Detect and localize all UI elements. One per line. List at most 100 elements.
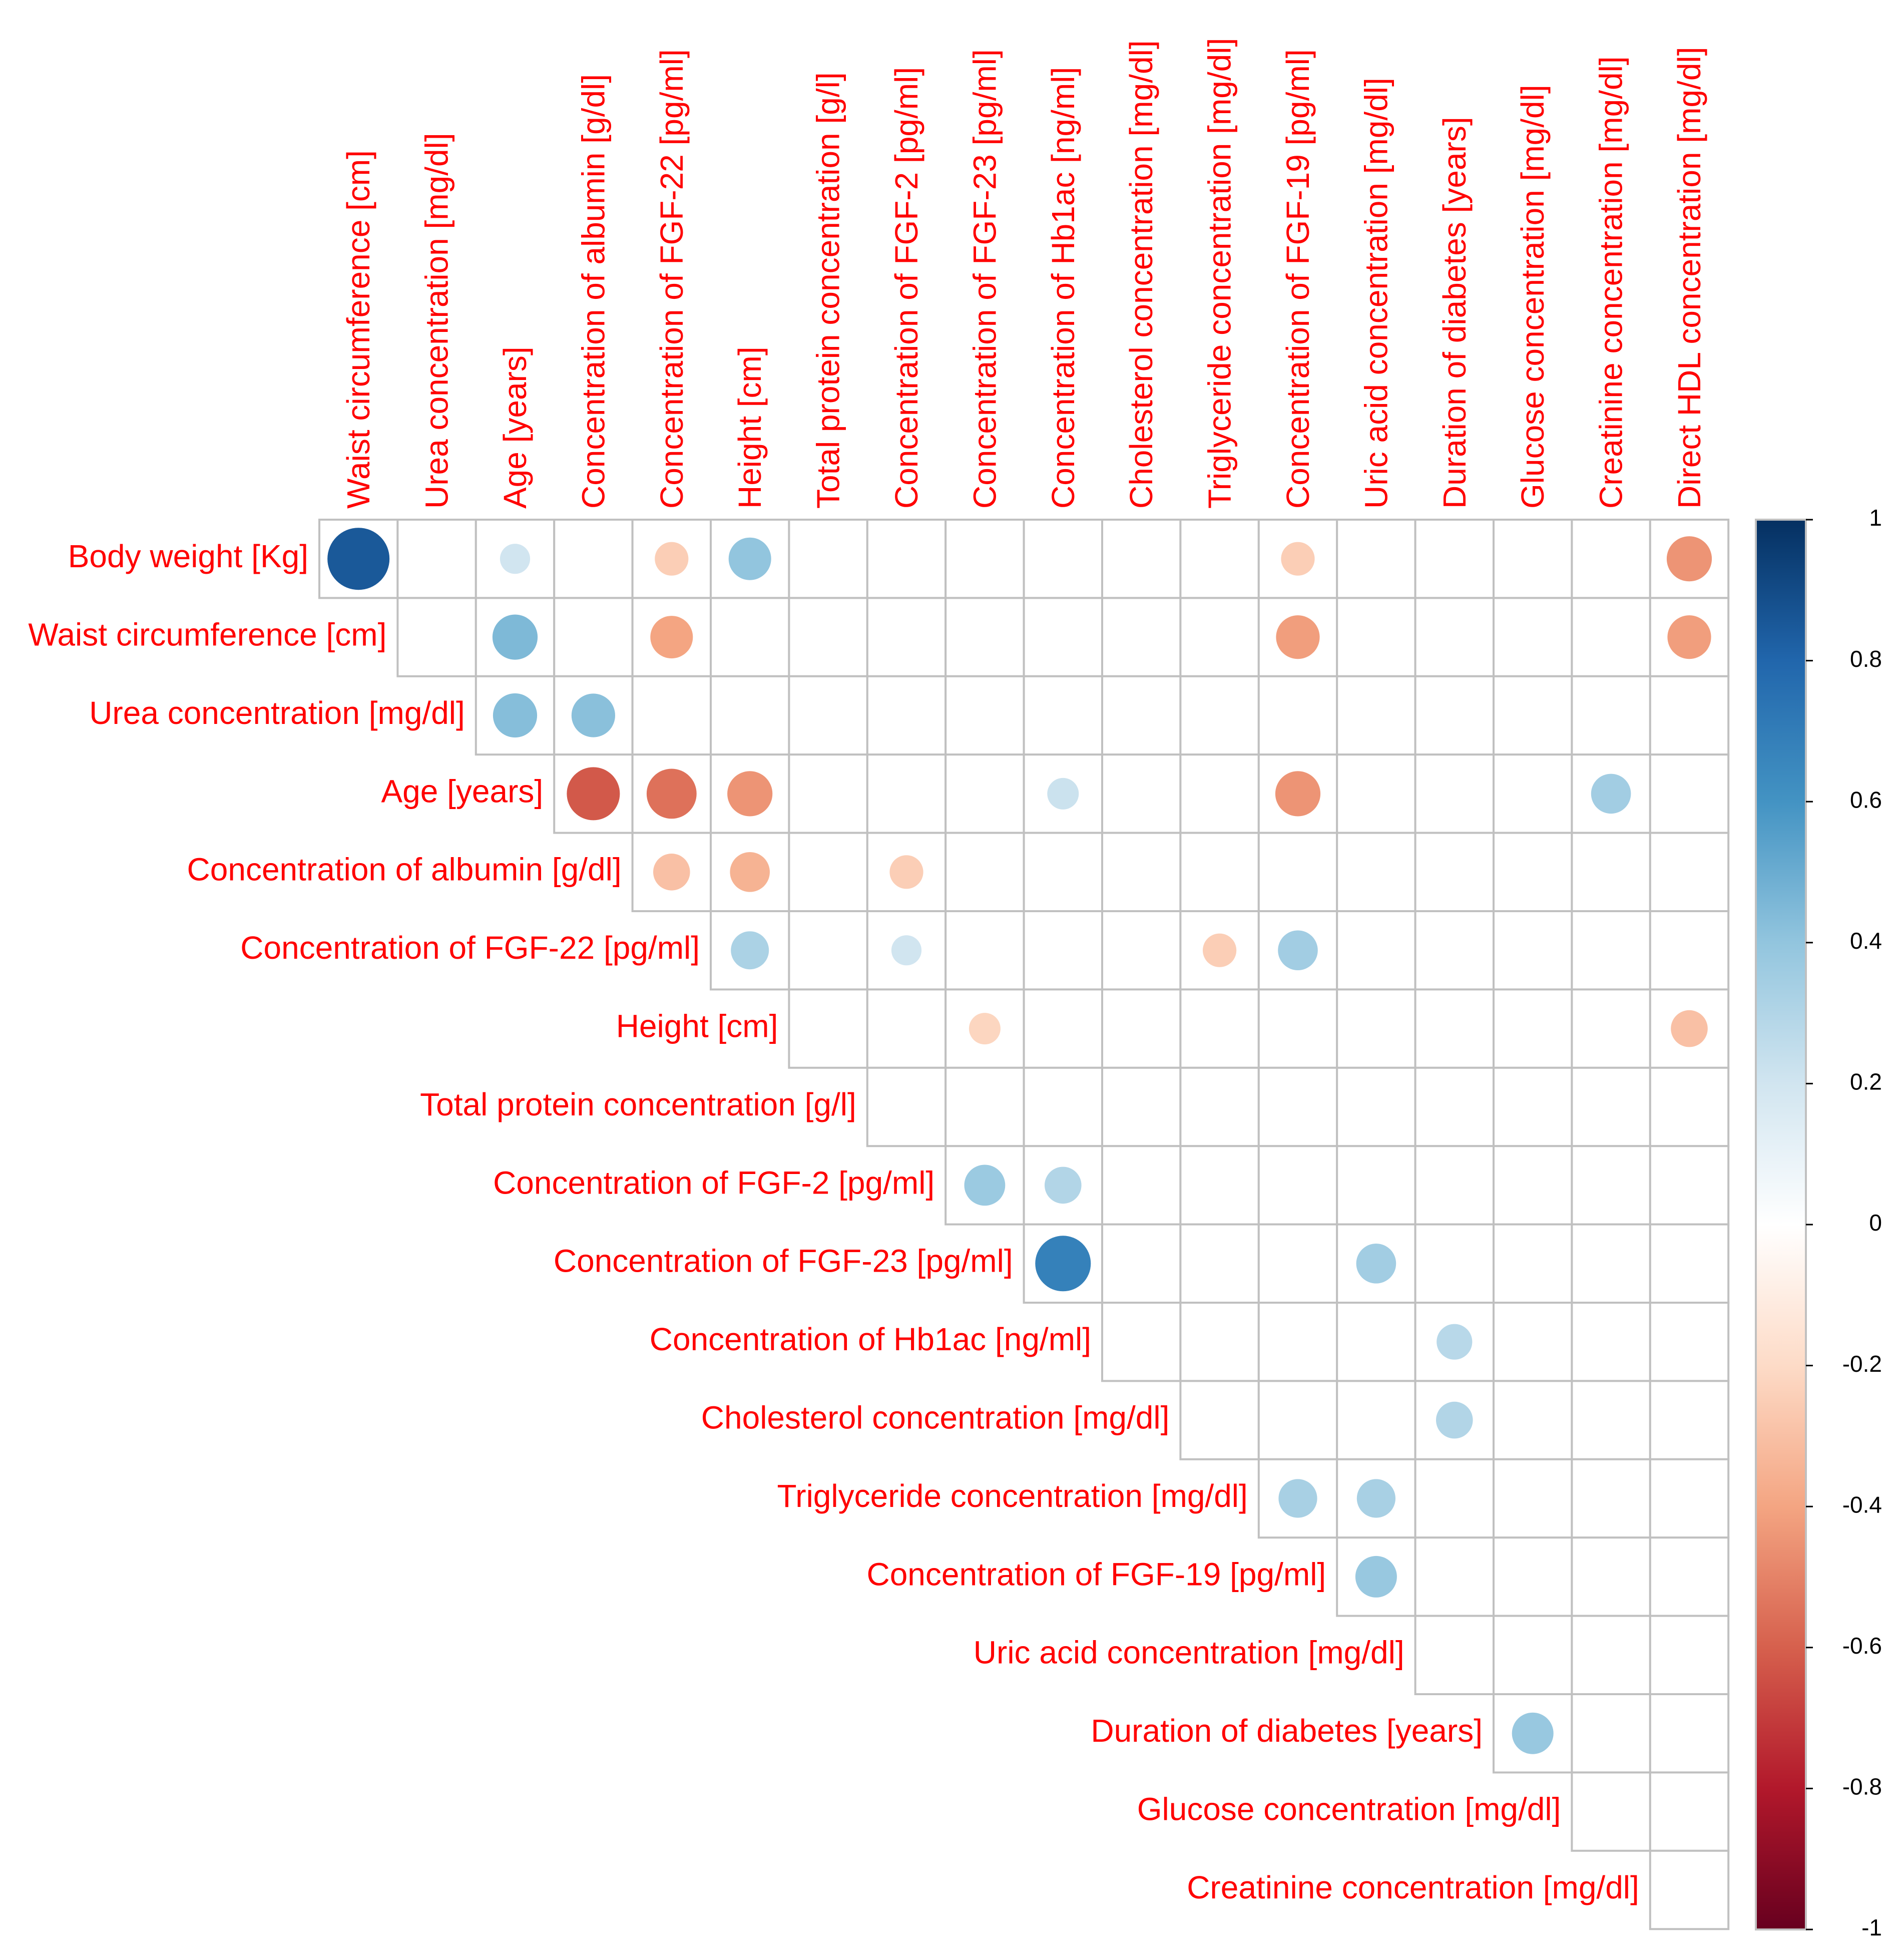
matrix-cell xyxy=(1414,1145,1495,1226)
matrix-cell xyxy=(1414,1536,1495,1617)
matrix-cell xyxy=(1649,1615,1730,1696)
matrix-cell xyxy=(1336,753,1416,834)
colorbar-tick-label: 0.4 xyxy=(1850,928,1882,954)
column-label: Direct HDL concentration [mg/dl] xyxy=(1671,47,1707,509)
matrix-cell xyxy=(1493,1223,1573,1304)
matrix-cell xyxy=(1649,753,1730,834)
matrix-cell xyxy=(1414,753,1495,834)
matrix-cell xyxy=(1101,1223,1182,1304)
matrix-cell xyxy=(1493,1615,1573,1696)
column-label: Concentration of FGF-23 [pg/ml] xyxy=(967,49,1003,509)
matrix-cell xyxy=(1414,832,1495,912)
correlation-circle xyxy=(567,767,620,821)
column-label: Glucose concentration [mg/dl] xyxy=(1515,85,1551,509)
row-label: Height [cm] xyxy=(616,1008,778,1044)
correlation-circle xyxy=(500,544,531,574)
column-label: Concentration of Hb1ac [ng/ml] xyxy=(1045,67,1081,509)
matrix-cell xyxy=(1649,675,1730,756)
correlation-circle xyxy=(1355,1555,1397,1598)
matrix-cell xyxy=(553,597,634,677)
matrix-cell xyxy=(1649,1223,1730,1304)
correlation-circle xyxy=(571,693,615,737)
correlation-circle xyxy=(1278,1479,1317,1518)
matrix-cell xyxy=(788,832,868,912)
matrix-cell xyxy=(1023,1066,1103,1147)
matrix-cell xyxy=(866,988,947,1069)
column-label: Concentration of FGF-22 [pg/ml] xyxy=(654,49,690,509)
matrix-cell xyxy=(553,519,634,599)
matrix-cell xyxy=(1179,1145,1260,1226)
matrix-cell xyxy=(1649,1536,1730,1617)
matrix-cell xyxy=(1179,675,1260,756)
correlation-circle xyxy=(653,854,690,891)
matrix-cell xyxy=(1493,675,1573,756)
row-label: Body weight [Kg] xyxy=(68,538,308,574)
matrix-cell xyxy=(1571,910,1651,991)
matrix-cell xyxy=(1336,1380,1416,1460)
matrix-cell xyxy=(710,675,790,756)
colorbar-tick-label: 0.2 xyxy=(1850,1069,1882,1095)
matrix-cell xyxy=(1649,832,1730,912)
matrix-cell xyxy=(1571,1066,1651,1147)
correlation-circle xyxy=(1047,777,1079,810)
correlation-circle xyxy=(1276,615,1320,659)
correlation-circle xyxy=(1436,1401,1473,1439)
matrix-cell xyxy=(1493,988,1573,1069)
matrix-cell xyxy=(1493,910,1573,991)
matrix-cell xyxy=(1571,675,1651,756)
matrix-cell xyxy=(1571,519,1651,599)
matrix-cell xyxy=(1571,1223,1651,1304)
matrix-cell xyxy=(1101,675,1182,756)
matrix-cell xyxy=(1179,832,1260,912)
matrix-cell xyxy=(710,910,790,991)
matrix-cell xyxy=(788,675,868,756)
matrix-cell xyxy=(1649,910,1730,991)
matrix-cell xyxy=(1493,1066,1573,1147)
matrix-cell xyxy=(1257,832,1338,912)
matrix-cell xyxy=(1101,1145,1182,1226)
matrix-cell xyxy=(1493,1536,1573,1617)
correlation-circle xyxy=(889,855,923,889)
matrix-cell xyxy=(1336,988,1416,1069)
column-label: Waist circumference [cm] xyxy=(340,150,376,509)
matrix-cell xyxy=(866,519,947,599)
row-label: Concentration of Hb1ac [ng/ml] xyxy=(650,1321,1091,1357)
matrix-cell xyxy=(1414,988,1495,1069)
correlation-circle xyxy=(1035,1236,1091,1292)
matrix-cell xyxy=(396,597,477,677)
matrix-cell xyxy=(1649,1380,1730,1460)
row-label: Glucose concentration [mg/dl] xyxy=(1137,1791,1561,1827)
matrix-cell xyxy=(1414,675,1495,756)
matrix-cell xyxy=(1649,1693,1730,1774)
matrix-cell xyxy=(1649,1302,1730,1382)
matrix-cell xyxy=(1023,519,1103,599)
column-label: Concentration of albumin [g/dl] xyxy=(575,74,611,509)
correlation-circle xyxy=(1671,1010,1708,1047)
column-label: Height [cm] xyxy=(732,346,768,509)
matrix-cell xyxy=(1571,1771,1651,1852)
column-label: Triglyceride concentration [mg/dl] xyxy=(1202,38,1238,509)
matrix-cell xyxy=(866,597,947,677)
correlation-circle xyxy=(891,935,922,966)
colorbar-tick-label: 0.6 xyxy=(1850,787,1882,813)
matrix-cell xyxy=(1571,832,1651,912)
row-label: Cholesterol concentration [mg/dl] xyxy=(701,1400,1170,1436)
matrix-cell xyxy=(1101,1066,1182,1147)
row-label: Creatinine concentration [mg/dl] xyxy=(1187,1869,1639,1905)
matrix-cell xyxy=(1179,597,1260,677)
matrix-cell xyxy=(944,832,1025,912)
matrix-cell xyxy=(944,675,1025,756)
colorbar-tick-label: -0.6 xyxy=(1842,1633,1882,1659)
matrix-cell xyxy=(631,753,712,834)
column-label: Cholesterol concentration [mg/dl] xyxy=(1123,40,1159,509)
matrix-cell xyxy=(1571,988,1651,1069)
correlation-circle xyxy=(1666,536,1712,582)
matrix-cell xyxy=(1649,1771,1730,1852)
matrix-cell xyxy=(1257,1302,1338,1382)
row-label: Age [years] xyxy=(381,773,543,809)
matrix-cell xyxy=(1571,1302,1651,1382)
matrix-cell xyxy=(1414,1615,1495,1696)
matrix-cell xyxy=(1101,832,1182,912)
matrix-cell xyxy=(1493,1458,1573,1539)
